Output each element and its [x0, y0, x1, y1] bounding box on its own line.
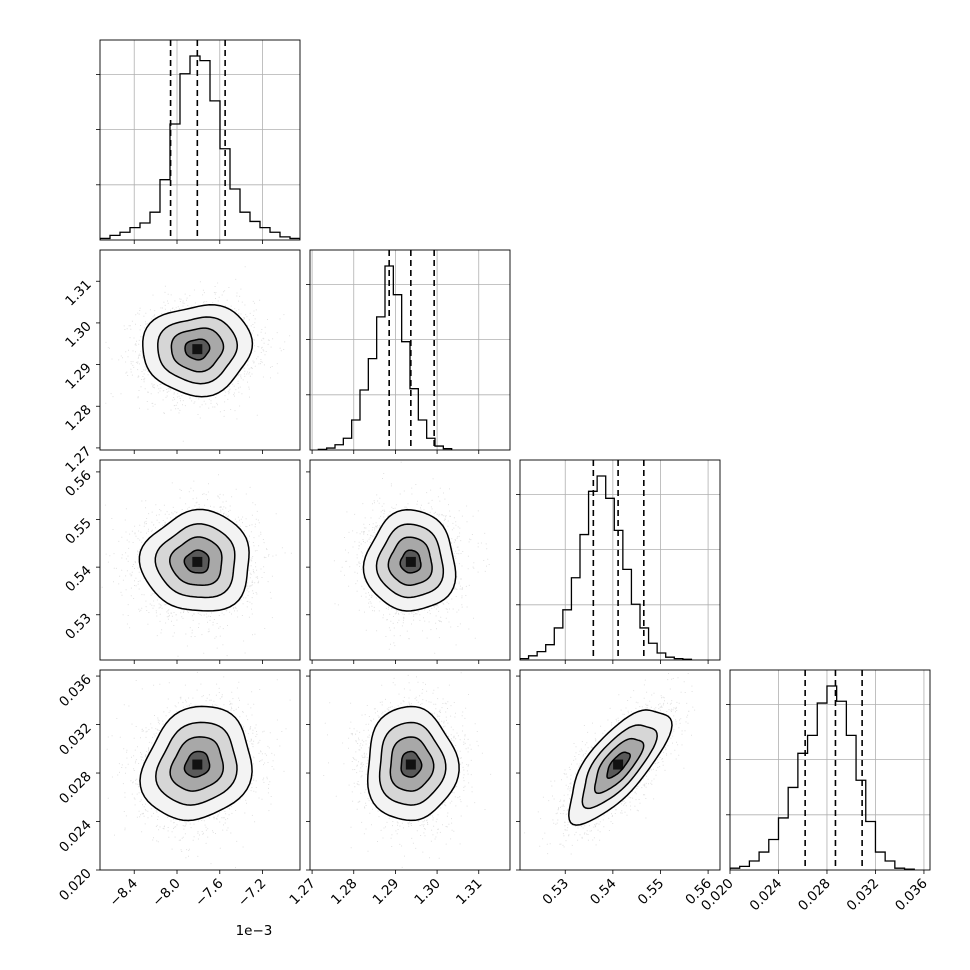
y-tick-label: 0.036	[56, 672, 95, 711]
panel-plot-area	[524, 673, 696, 855]
contour-line	[154, 523, 236, 599]
panel-frame	[519, 669, 721, 871]
contour-line	[593, 737, 645, 795]
y-tick-label: 0.56	[62, 467, 95, 500]
y-tick-label: 0.53	[62, 610, 95, 643]
x-tick-label: 0.036	[892, 876, 931, 915]
density-peak	[405, 556, 416, 567]
y-tick-label: 0.020	[56, 866, 95, 905]
x-tick-label: 0.53	[539, 876, 572, 909]
x-tick-label: −7.6	[192, 876, 226, 910]
contour-line	[400, 750, 423, 778]
contour-line	[399, 549, 422, 574]
x-tick-label: 0.54	[587, 876, 620, 909]
y-tick-label: 0.54	[62, 563, 95, 596]
panel-2-2	[516, 459, 721, 664]
x-tick-label: −7.2	[235, 876, 269, 910]
panel-plot-area	[333, 461, 490, 654]
y-tick-label: 0.028	[56, 769, 95, 808]
y-tick-label: 0.55	[62, 515, 95, 548]
panel-plot-area	[520, 460, 720, 660]
x-tick-label: 1.28	[328, 876, 361, 909]
contour-line	[378, 721, 447, 806]
x-tick-label: 1.27	[286, 876, 319, 909]
contour-line	[170, 327, 225, 373]
x-tick-label: −8.0	[149, 876, 183, 910]
x-tick-label: 0.032	[844, 876, 883, 915]
x-tick-label: −8.4	[107, 876, 141, 910]
panel-plot-area	[100, 40, 300, 240]
contour-line	[362, 509, 457, 612]
contour-line	[183, 750, 211, 778]
histogram-step	[520, 475, 693, 660]
y-tick-label: 1.28	[62, 402, 95, 435]
panel-plot-area	[106, 671, 291, 869]
panel-1-1	[306, 249, 511, 454]
panel-2-0: 0.53 0.54 0.55 0.56	[62, 459, 301, 664]
contour-line	[184, 338, 211, 361]
y-tick-label: 1.31	[62, 277, 95, 310]
histogram-step	[100, 55, 300, 240]
contour-line	[142, 304, 254, 398]
panel-3-1: 1.27 1.28 1.29 1.30 1.31	[286, 669, 511, 909]
panel-frame	[309, 249, 511, 451]
panel-1-0: 1.271.281.291.301.31	[62, 249, 301, 476]
panel-frame	[99, 459, 301, 661]
panel-plot-area	[730, 670, 930, 870]
x-tick-label: 1.30	[411, 876, 444, 909]
histogram-step	[317, 265, 453, 450]
panel-3-0: −8.4 −8.0 −7.6 −7.2 1e−3 0.020 0.024 0.028 0.032…	[56, 669, 301, 939]
contour-line	[157, 316, 239, 385]
contour-line	[155, 721, 238, 806]
contour-line	[183, 549, 210, 574]
panel-3-3: 0.020 0.024 0.028 0.032 0.036	[698, 669, 931, 915]
contour-line	[581, 724, 658, 810]
contour-line	[169, 736, 225, 792]
panel-frame	[519, 459, 721, 661]
contour-line	[366, 705, 460, 822]
panel-plot-area	[323, 672, 492, 868]
density-peak	[192, 344, 203, 355]
panel-plot-area	[101, 474, 292, 657]
panel-frame	[99, 669, 301, 871]
contour-line	[169, 536, 223, 586]
contour-line	[389, 736, 435, 792]
histogram-step	[730, 685, 915, 870]
panel-plot-area	[310, 250, 510, 450]
x-tick-label: 0.55	[635, 876, 668, 909]
contour-line	[387, 536, 433, 586]
y-tick-label: 0.024	[56, 817, 95, 856]
y-tick-label: 1.29	[62, 360, 95, 393]
panel-0-0	[96, 39, 301, 244]
density-peak	[405, 759, 416, 770]
panel-frame	[729, 669, 931, 871]
contour-line	[568, 709, 673, 826]
panel-frame	[99, 39, 301, 241]
panel-plot-area	[105, 266, 291, 450]
contour-line	[138, 508, 250, 612]
contour-line	[375, 523, 445, 599]
density-peak	[613, 759, 624, 770]
x-tick-label: 1.29	[370, 876, 403, 909]
contour-line	[606, 751, 631, 779]
panel-2-1	[306, 459, 511, 664]
density-peak	[192, 556, 203, 567]
panel-frame	[309, 669, 511, 871]
panel-3-2: 0.53 0.54 0.55 0.56	[516, 669, 721, 909]
x-tick-label: 0.024	[747, 876, 786, 915]
panel-frame	[309, 459, 511, 661]
contour-line	[139, 705, 253, 822]
x-offset-text: 1e−3	[236, 923, 273, 939]
density-peak	[192, 759, 203, 770]
y-tick-label: 1.30	[62, 318, 95, 351]
panel-frame	[99, 249, 301, 451]
x-tick-label: 0.028	[795, 876, 834, 915]
x-tick-label: 1.31	[453, 876, 486, 909]
y-tick-label: 0.032	[56, 720, 95, 759]
